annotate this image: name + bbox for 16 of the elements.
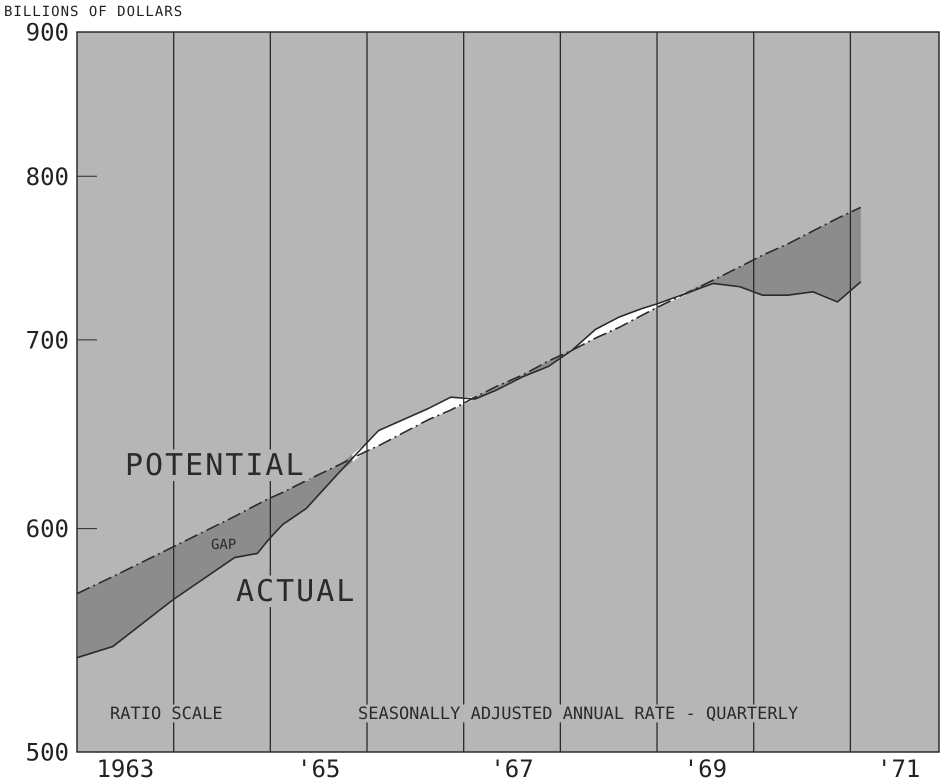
- y-tick-label: 700: [26, 326, 69, 354]
- y-tick-label: 600: [26, 515, 69, 544]
- x-tick-label: '67: [490, 755, 534, 784]
- y-tick-label: 900: [26, 18, 69, 47]
- annotation: SEASONALLY ADJUSTED ANNUAL RATE - QUARTERLY: [358, 704, 798, 724]
- x-tick-label: '65: [297, 755, 340, 784]
- y-tick-label: 800: [26, 162, 69, 191]
- y-axis-title: BILLIONS OF DOLLARS: [4, 4, 184, 20]
- x-tick-label: '71: [877, 755, 920, 784]
- series-label: POTENTIAL: [125, 448, 306, 483]
- annotation: GAP: [211, 537, 236, 553]
- series-label: ACTUAL: [236, 574, 356, 609]
- x-tick-label: 1963: [96, 755, 154, 784]
- y-tick-label: 500: [26, 738, 69, 767]
- x-tick-label: '69: [684, 755, 728, 784]
- annotation: RATIO SCALE: [110, 704, 223, 724]
